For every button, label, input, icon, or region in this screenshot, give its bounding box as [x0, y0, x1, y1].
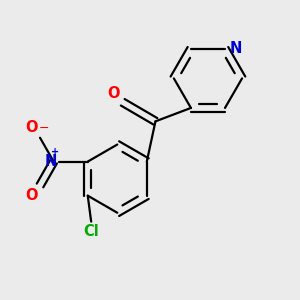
Text: O: O	[25, 188, 37, 203]
Text: O: O	[107, 86, 119, 101]
Text: −: −	[39, 122, 50, 135]
Text: N: N	[45, 154, 57, 169]
Text: Cl: Cl	[83, 224, 99, 239]
Text: +: +	[51, 147, 59, 157]
Text: N: N	[230, 41, 242, 56]
Text: O: O	[25, 120, 37, 135]
